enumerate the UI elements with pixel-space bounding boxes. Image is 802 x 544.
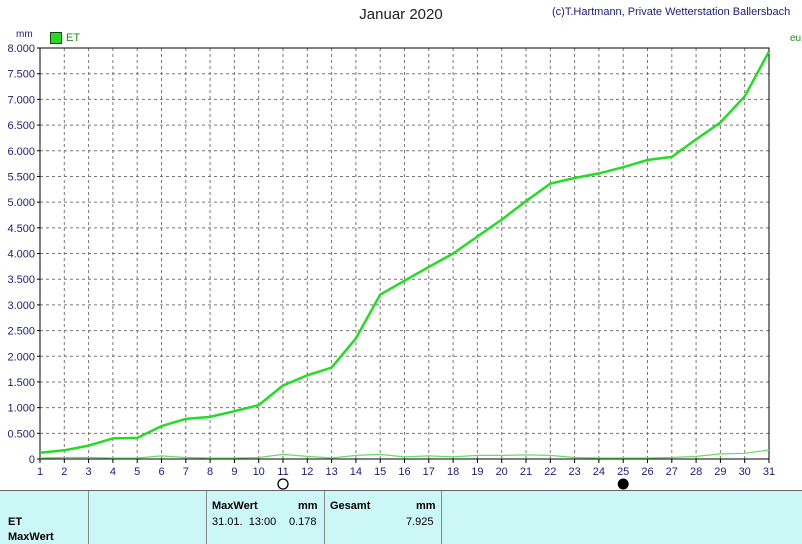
total-value: 7.925 [406,516,434,528]
x-tick-label: 15 [374,466,386,478]
row-label-maxwert: MaxWert [8,531,54,543]
y-tick-label: 8.000 [7,43,35,55]
table-divider [324,491,325,544]
table-divider [206,491,207,544]
series-line-et-daily [39,449,770,459]
x-tick-label: 20 [496,466,508,478]
max-unit: mm [298,500,318,512]
max-header: MaxWert [212,500,258,512]
y-axis-unit: mm [16,29,33,40]
x-tick-label: 3 [86,466,92,478]
x-tick-label: 4 [110,466,116,478]
x-tick-label: 5 [134,466,140,478]
x-tick-label: 28 [690,466,702,478]
x-tick-label: 29 [714,466,726,478]
x-tick-label: 25 [617,466,629,478]
y-tick-label: 4.000 [7,249,35,261]
series-line-et [39,51,771,455]
x-tick-label: 2 [61,466,67,478]
y-tick-label: 2.000 [7,351,35,363]
total-unit: mm [416,500,436,512]
chart-grid [40,47,769,459]
chart-tick-labels: 0 0.500 1.000 1.500 2.000 2.500 3.000 3.500 4.00… [7,43,775,478]
y-tick-label: 5.500 [7,171,35,183]
max-date: 31.01. 13:00 [212,516,277,528]
x-tick-label: 31 [763,466,775,478]
full-moon-icon [277,478,289,490]
x-tick-label: 23 [568,466,580,478]
y-tick-label: 4.500 [7,223,35,235]
y-tick-label: 0.500 [7,428,35,440]
table-divider [441,491,442,544]
x-tick-label: 19 [471,466,483,478]
x-tick-label: 11 [277,466,288,478]
x-tick-label: 13 [325,466,337,478]
x-tick-label: 12 [301,466,313,478]
summary-table: ET MaxWert MaxWert mm 31.01. 13:00 0.178… [0,490,802,544]
y-tick-label: 2.500 [7,326,35,338]
x-tick-label: 24 [593,466,605,478]
x-tick-label: 17 [423,466,435,478]
x-tick-label: 1 [37,466,43,478]
x-tick-label: 7 [183,466,189,478]
y-tick-label: 3.500 [7,274,35,286]
credit-text: (c)T.Hartmann, Private Wetterstation Bal… [552,6,791,18]
row-label-et: ET [8,516,23,528]
x-tick-label: 8 [207,466,213,478]
x-tick-label: 9 [231,466,237,478]
y-tick-label: 7.500 [7,69,35,81]
y-tick-label: 6.500 [7,120,35,132]
chart-axes [37,47,770,463]
moon-phase-markers [277,478,629,490]
y-tick-label: 5.000 [7,197,35,209]
x-tick-label: 22 [544,466,556,478]
total-header: Gesamt [330,500,371,512]
x-tick-label: 30 [739,466,751,478]
y-tick-label: 7.000 [7,94,35,106]
legend: ET [50,32,80,44]
max-value: 0.178 [289,516,317,528]
y-tick-label: 6.000 [7,146,35,158]
chart-series [39,51,771,459]
x-tick-label: 18 [447,466,459,478]
x-tick-label: 26 [641,466,653,478]
x-tick-label: 6 [158,466,164,478]
legend-swatch [50,32,62,44]
x-tick-label: 10 [253,466,265,478]
x-tick-label: 16 [398,466,410,478]
right-edge-label: eu [790,33,802,44]
legend-label: ET [66,32,81,44]
x-tick-label: 14 [350,466,362,478]
y-tick-label: 0 [29,454,35,466]
x-tick-label: 21 [520,466,532,478]
y-tick-label: 1.000 [7,403,35,415]
plot-frame [39,47,770,460]
chart-title: Januar 2020 [359,6,443,23]
y-tick-label: 1.500 [7,377,35,389]
et-chart: 0 0.500 1.000 1.500 2.000 2.500 3.000 3.500 4.00… [7,43,775,490]
y-tick-label: 3.000 [7,300,35,312]
table-divider [88,491,89,544]
x-tick-label: 27 [666,466,678,478]
new-moon-icon [617,478,629,490]
